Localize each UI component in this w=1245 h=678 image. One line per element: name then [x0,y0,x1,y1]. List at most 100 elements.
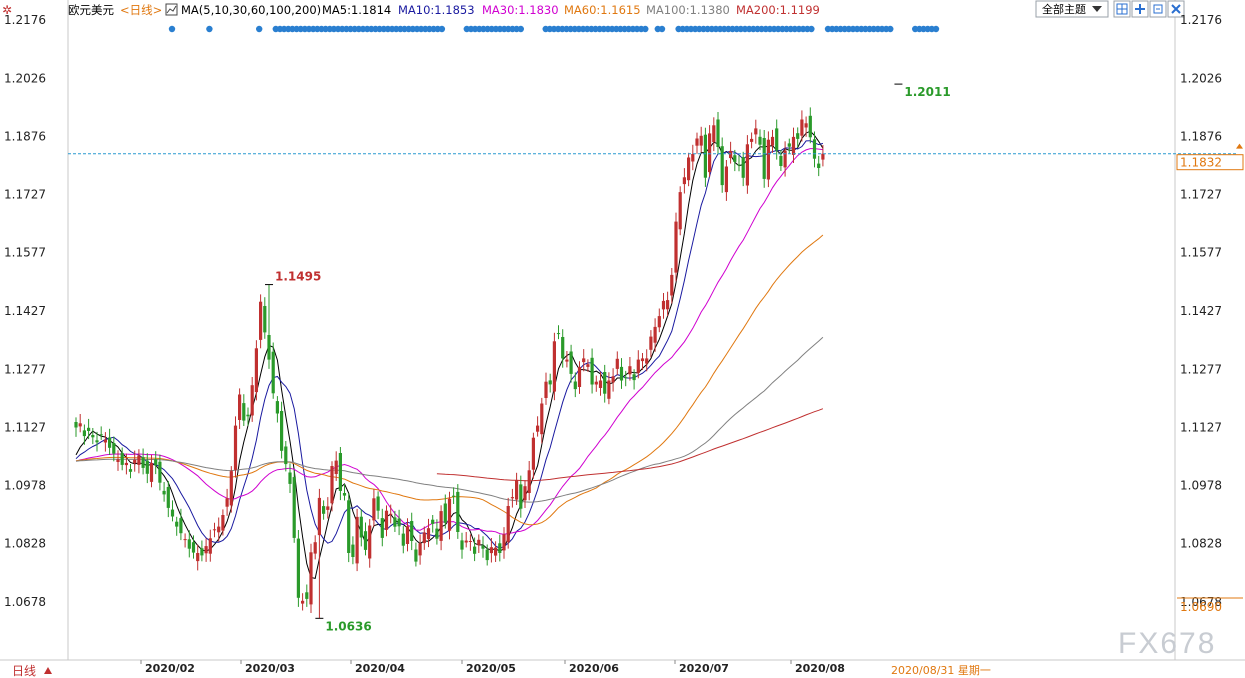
x-axis: 2020/02 2020/03 2020/04 2020/05 2020/06 2020/… [140,660,845,675]
candles [74,107,825,619]
candle-body [175,521,179,527]
ma100-line [75,336,824,503]
candle-body [657,316,661,328]
theme-label: 全部主题 [1042,2,1086,16]
symbol-name: 欧元美元 [68,3,114,17]
signal-dot [438,25,446,33]
candle-body [515,480,519,500]
candle-body [99,434,103,436]
candle-body [145,460,149,474]
candle-body [238,394,242,420]
candle-body [280,411,284,451]
signal-dot [642,25,649,33]
candle-body [666,300,670,310]
candle-body [191,542,196,553]
plus-icon[interactable] [1131,0,1149,18]
x-tick-label: 2020/03 [245,662,295,675]
candle-body [414,549,418,562]
candle-body [531,437,535,470]
candle-body [397,518,401,527]
candle-body [577,366,582,387]
candle-body [607,380,611,399]
candle-body [405,526,410,544]
y-tick-label-left: 1.0678 [4,595,46,609]
candle-body [363,531,368,550]
candle-body [233,425,238,470]
y-tick-label-right: 1.0828 [1180,537,1222,551]
period-switch[interactable]: 日线 [12,664,36,678]
candle-body [573,381,577,390]
candle-body [95,440,99,443]
candle-body [699,135,703,146]
candle-body [733,155,737,162]
candle-body [250,385,254,416]
triangle-up-icon[interactable] [44,667,52,674]
candle-body [309,552,313,605]
y-tick-label-left: 1.0828 [4,537,46,551]
grid-icon[interactable] [1113,0,1131,18]
y-tick-label-left: 1.1127 [4,421,46,435]
candle-body [510,497,514,499]
candle-body [691,154,695,162]
x-tick-label: 2020/04 [355,662,405,675]
candle-body [628,366,632,375]
candle-body [817,163,821,168]
candle-body [678,192,682,230]
y-tick-label-left: 1.2026 [4,71,46,85]
candle-body [225,498,229,507]
candle-body [645,358,649,364]
candle-body [519,484,523,509]
period-label[interactable]: <日线> [120,3,162,17]
candle-body [695,138,699,146]
close-icon[interactable] [1167,0,1185,18]
candle-body [422,532,426,544]
candle-body [552,341,556,392]
candle-body [141,457,145,468]
candle-body [477,539,481,546]
candle-body [670,274,674,296]
signal-dot [932,25,940,33]
candle-body [787,143,791,147]
toolbar: 全部主题 [1035,0,1185,18]
candle-body [708,133,712,173]
candle-body [376,496,380,511]
candle-body [217,526,221,533]
candle-body [87,427,91,431]
candle-body [288,472,292,484]
ma100-value: MA100:1.1380 [646,3,730,17]
candle-body [808,115,812,138]
candle-body [103,439,107,443]
y-tick-label-right: 1.1277 [1180,362,1222,376]
candle-body [473,546,477,554]
x-tick-label: 2020/08 [795,662,845,675]
ma200-line [436,408,824,482]
candle-body [221,515,225,531]
candle-body [212,529,217,531]
gear-icon[interactable]: ✲ [2,3,12,17]
y-tick-label-right: 1.1427 [1180,304,1222,318]
candle-body [108,437,112,448]
candle-body [355,516,359,564]
x-tick-label: 2020/02 [145,662,195,675]
candle-body [351,544,355,557]
candle-body [540,403,544,435]
candle-body [170,509,175,517]
theme-dropdown[interactable]: 全部主题 [1035,0,1109,18]
candle-body [183,539,187,541]
candle-body [267,335,271,360]
candle-body [703,134,707,178]
candle-body [443,503,447,523]
y-tick-label-right: 1.1577 [1180,246,1222,260]
candle-body [582,358,586,363]
ma200-value: MA200:1.1199 [736,3,820,17]
chart-icon[interactable] [165,3,178,16]
candle-body [133,459,137,464]
candle-body [284,446,288,465]
lower-price-label: 1.0690 [1180,600,1222,614]
expand-icon[interactable] [1149,0,1167,18]
watermark: FX678 [1118,627,1216,660]
candle-body [506,506,510,543]
signal-dots [168,25,940,33]
candle-body [729,150,733,159]
